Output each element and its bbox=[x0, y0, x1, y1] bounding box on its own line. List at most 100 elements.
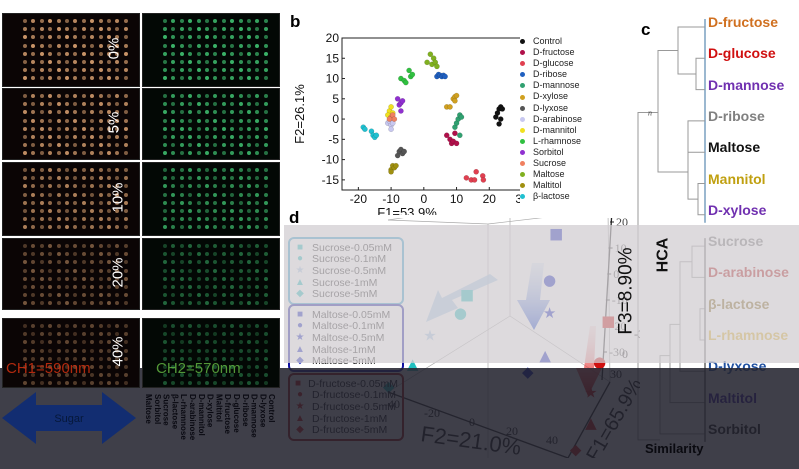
sensor-spot bbox=[255, 19, 260, 23]
sensor-spot bbox=[188, 381, 193, 386]
sensor-spot bbox=[81, 373, 86, 378]
sensor-spot bbox=[221, 168, 226, 172]
sensor-spot bbox=[98, 381, 103, 386]
sensor-spot bbox=[31, 192, 36, 197]
sensor-spot bbox=[213, 102, 218, 107]
sensor-spot bbox=[179, 365, 184, 369]
sensor-spot bbox=[65, 217, 69, 222]
sensor-spot bbox=[31, 324, 36, 328]
sensor-spot bbox=[39, 118, 44, 123]
legend-label: D-arabinose bbox=[533, 113, 583, 124]
sensor-spot bbox=[230, 192, 235, 197]
sensor-spot bbox=[196, 365, 201, 369]
sensor-spot bbox=[188, 168, 193, 172]
sensor-spot bbox=[39, 94, 44, 98]
sensor-spot bbox=[255, 135, 260, 139]
sensor-spot bbox=[213, 209, 218, 213]
x-tick-label: -10 bbox=[382, 192, 400, 206]
sensor-spot bbox=[205, 27, 209, 32]
column-label: D-mannitol bbox=[196, 394, 206, 436]
sensor-spot bbox=[196, 143, 201, 148]
sensor-spot bbox=[31, 209, 36, 213]
sensor-spot bbox=[23, 19, 27, 23]
sensor-spot bbox=[247, 126, 251, 131]
sensor-spot bbox=[81, 76, 86, 81]
sensor-spot bbox=[171, 365, 176, 369]
sensor-spot bbox=[263, 268, 268, 273]
legend-item: Sorbitol bbox=[520, 147, 582, 158]
sensor-spot bbox=[213, 252, 218, 257]
sensor-spot bbox=[163, 68, 167, 73]
sensor-spot bbox=[123, 76, 128, 81]
sensor-spot bbox=[123, 27, 128, 32]
sensor-spot bbox=[39, 176, 44, 181]
sensor-spot bbox=[205, 94, 209, 98]
sensor-spot bbox=[247, 373, 251, 378]
sensor-spot bbox=[39, 200, 44, 205]
sensor-spot bbox=[115, 324, 120, 328]
sensor-spot bbox=[90, 168, 95, 172]
sensor-spot bbox=[188, 365, 193, 369]
sensor-spot bbox=[171, 244, 176, 248]
sensor-spot bbox=[188, 192, 193, 197]
sensor-spot bbox=[81, 135, 86, 139]
sensor-spot bbox=[48, 285, 53, 289]
sensor-spot bbox=[98, 192, 103, 197]
sensor-spot bbox=[230, 381, 235, 386]
sensor-spot bbox=[31, 68, 36, 73]
sensor-spot bbox=[81, 244, 86, 248]
sensor-spot bbox=[23, 217, 27, 222]
sensor-spot bbox=[115, 200, 120, 205]
chart-b-pca-scatter: -20 -10 0 10 20 30 -15 -10 -5 0 5 10 15 20 F1=53.9% F2=… bbox=[292, 31, 520, 215]
sensor-spot bbox=[171, 348, 176, 353]
sensor-spot bbox=[90, 143, 95, 148]
sensor-spot bbox=[73, 217, 78, 222]
sensor-spot bbox=[171, 19, 176, 23]
sensor-spot bbox=[123, 135, 128, 139]
sensor-spot bbox=[98, 365, 103, 369]
sensor-spot bbox=[115, 60, 120, 64]
sensor-spot bbox=[56, 244, 61, 248]
sensor-spot bbox=[171, 252, 176, 257]
sensor-spot bbox=[163, 192, 167, 197]
legend-swatch bbox=[520, 83, 525, 89]
sensor-spot bbox=[263, 252, 268, 257]
sensor-spot bbox=[23, 200, 27, 205]
y-tick-label: 15 bbox=[326, 51, 340, 65]
data-point bbox=[496, 121, 502, 127]
sensor-spot bbox=[196, 51, 201, 56]
sensor-spot bbox=[238, 252, 243, 257]
ch1-label: CH1=590nm bbox=[6, 360, 91, 377]
sensor-spot bbox=[48, 260, 53, 265]
sensor-spot bbox=[230, 293, 235, 298]
dendrogram-link bbox=[697, 183, 705, 216]
sensor-spot bbox=[31, 217, 36, 222]
sensor-spot bbox=[221, 244, 226, 248]
sensor-spot bbox=[56, 184, 61, 189]
sensor-spot bbox=[221, 94, 226, 98]
sensor-spot bbox=[196, 19, 201, 23]
sensor-spot bbox=[238, 135, 243, 139]
sensor-spot bbox=[238, 324, 243, 328]
sensor-spot bbox=[65, 51, 69, 56]
sensor-spot bbox=[221, 68, 226, 73]
sensor-spot bbox=[73, 184, 78, 189]
sensor-spot bbox=[230, 76, 235, 81]
sensor-spot bbox=[48, 94, 53, 98]
sensor-spot bbox=[255, 293, 260, 298]
sensor-spot bbox=[263, 60, 268, 64]
sensor-spot bbox=[213, 276, 218, 281]
sensor-spot bbox=[205, 324, 209, 328]
sensor-spot bbox=[23, 110, 27, 115]
sensor-spot bbox=[188, 110, 193, 115]
sensor-spot bbox=[73, 118, 78, 123]
sensor-spot bbox=[115, 184, 120, 189]
sensor-spot bbox=[107, 110, 111, 115]
sensor-spot bbox=[56, 110, 61, 115]
sensor-spot bbox=[90, 151, 95, 156]
sensor-spot bbox=[90, 43, 95, 48]
sensor-spot bbox=[81, 276, 86, 281]
sensor-spot bbox=[263, 276, 268, 281]
sensor-spot bbox=[73, 252, 78, 257]
sensor-spot bbox=[115, 348, 120, 353]
